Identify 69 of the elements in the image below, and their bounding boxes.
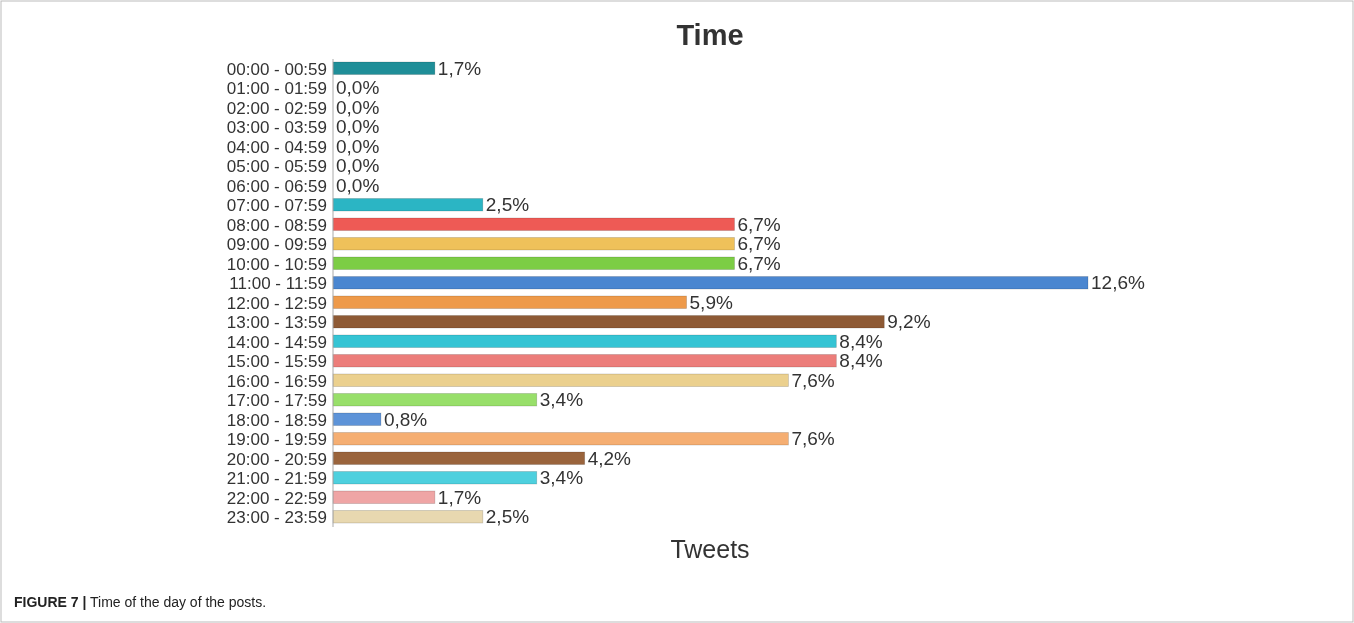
y-tick-label: 06:00 - 06:59 [226,176,327,196]
y-tick-label: 08:00 - 08:59 [226,215,327,235]
bar [332,432,789,446]
data-label: 6,7% [737,213,781,235]
bar [332,237,735,251]
bar [332,451,586,465]
data-label: 3,4% [539,467,584,489]
y-tick-label: 10:00 - 10:59 [226,254,327,274]
data-label: 2,5% [485,194,530,216]
y-tick-label: 17:00 - 17:59 [226,391,327,411]
y-tick-label: 14:00 - 14:59 [226,332,327,352]
caption: FIGURE 7 | Time of the day of the posts. [14,594,267,610]
y-tick-label: 11:00 - 11:59 [229,274,327,294]
data-label: 0,8% [383,408,428,430]
bar [332,334,837,348]
data-label: 4,2% [587,447,632,469]
bar [332,256,735,270]
bar [332,393,538,407]
data-label: 0,0% [336,155,380,177]
bar [332,490,436,504]
bar [332,276,1089,290]
y-tick-label: 03:00 - 03:59 [226,118,327,138]
data-label: 7,6% [791,428,835,450]
y-tick-label: 09:00 - 09:59 [226,235,327,255]
data-label: 2,5% [485,506,530,528]
bar [332,373,789,387]
data-label: 1,7% [437,57,482,79]
y-tick-label: 12:00 - 12:59 [226,293,327,313]
data-label: 3,4% [539,389,584,411]
data-label: 7,6% [791,369,835,391]
y-tick-label: 22:00 - 22:59 [226,488,327,508]
data-label: 0,0% [336,116,380,138]
chart-title: Time [676,19,744,51]
data-label: 0,0% [336,77,380,99]
x-axis-title: Tweets [670,535,750,563]
data-label: 6,7% [737,233,781,255]
data-label: 8,4% [839,330,883,352]
y-tick-label: 05:00 - 05:59 [226,157,327,177]
y-tick-label: 04:00 - 04:59 [226,137,327,157]
data-label: 6,7% [737,252,781,274]
bar [332,471,538,485]
bar [332,295,687,309]
y-tick-label: 13:00 - 13:59 [226,313,327,333]
y-tick-label: 20:00 - 20:59 [226,449,327,469]
y-tick-label: 01:00 - 01:59 [226,79,327,99]
bar [332,315,885,329]
data-label: 0,0% [336,96,380,118]
y-tick-label: 00:00 - 00:59 [226,59,327,79]
data-label: 1,7% [437,486,482,508]
bar [332,198,484,212]
data-label: 9,2% [887,311,931,333]
y-tick-label: 23:00 - 23:59 [226,508,327,528]
bar [332,217,735,231]
data-label: 0,0% [336,174,380,196]
data-label: 5,9% [689,291,733,313]
data-label: 0,0% [336,135,380,157]
y-tick-label: 07:00 - 07:59 [226,196,327,216]
y-tick-label: 15:00 - 15:59 [226,352,327,372]
bar [332,61,436,75]
bar [332,354,837,368]
bar [332,412,382,426]
y-tick-label: 02:00 - 02:59 [226,98,327,118]
y-tick-label: 16:00 - 16:59 [226,371,327,391]
data-label: 12,6% [1091,272,1145,294]
bar [332,510,484,524]
y-tick-label: 21:00 - 21:59 [226,469,327,489]
data-label: 8,4% [839,350,883,372]
y-tick-label: 18:00 - 18:59 [226,410,327,430]
y-tick-label: 19:00 - 19:59 [226,430,327,450]
